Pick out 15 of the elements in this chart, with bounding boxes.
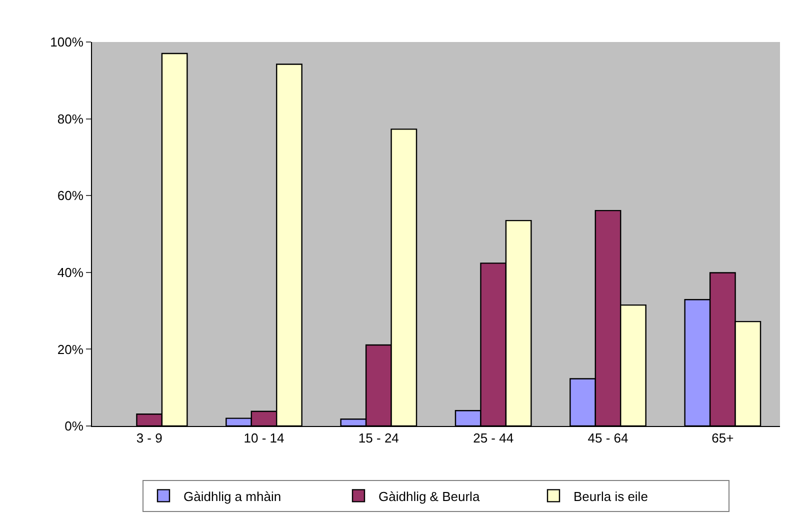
x-tick-label: 3 - 9 [136,430,162,446]
x-tick-label: 15 - 24 [358,430,399,446]
x-tick-label: 10 - 14 [244,430,284,446]
y-tick-label: 20% [57,342,84,357]
y-tick-label: 40% [57,264,84,280]
y-tick-label: 100% [50,34,84,50]
x-tick-label: 45 - 64 [588,430,628,446]
x-tick-label: 25 - 44 [473,430,514,446]
legend-label: Beurla is eile [574,488,648,504]
x-tick-label: 65+ [712,430,734,446]
legend-label: Gàidhlig a mhàin [184,488,282,504]
y-tick-label: 60% [57,188,84,204]
legend-label: Gàidhlig & Beurla [378,488,480,504]
y-tick-label: 80% [57,111,84,126]
y-tick-label: 0% [64,418,84,434]
